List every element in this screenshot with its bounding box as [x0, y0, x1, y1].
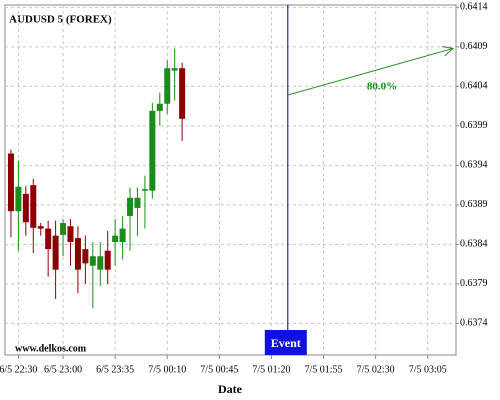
y-tick-label: 0.6399: [460, 120, 488, 131]
watermark: www.delkos.com: [15, 343, 87, 354]
candle-body: [171, 68, 178, 71]
candle-body: [104, 250, 111, 270]
candle-body: [134, 197, 141, 209]
x-axis-label: Date: [218, 382, 243, 396]
event-label: Event: [271, 336, 301, 350]
candle-body: [164, 68, 171, 104]
candle-body: [141, 189, 148, 191]
candle-body: [45, 228, 52, 250]
y-tick-label: 0.6374: [460, 318, 488, 329]
candle-body: [7, 153, 14, 212]
x-tick-label: 6/5 22:30: [0, 364, 37, 375]
x-tick-label: 6/5 23:35: [96, 364, 134, 375]
prediction-label: 80.0%: [367, 81, 397, 93]
x-tick-label: 7/5 03:05: [409, 364, 447, 375]
candle-body: [60, 223, 67, 235]
candle-body: [179, 68, 186, 119]
y-tick-label: 0.6409: [460, 41, 488, 52]
y-tick-label: 0.6379: [460, 278, 488, 289]
candle-body: [74, 238, 81, 270]
candle-body: [127, 197, 134, 216]
candle-body: [97, 256, 104, 270]
x-tick-label: 7/5 01:55: [304, 364, 342, 375]
event-box: [264, 330, 307, 355]
y-tick-label: 0.6404: [460, 81, 488, 92]
x-tick-label: 7/5 00:10: [148, 364, 186, 375]
candle-body: [37, 226, 44, 229]
candle-body: [67, 226, 74, 243]
y-tick-label: 0.6389: [460, 199, 488, 210]
y-tick-label: 0.6394: [460, 160, 488, 171]
candle-body: [30, 185, 37, 228]
candle-body: [149, 110, 156, 191]
prediction-arrow: [287, 47, 454, 96]
x-tick-label: 7/5 00:45: [200, 364, 238, 375]
y-tick-label: 0.6414: [460, 2, 488, 13]
candle-body: [52, 235, 59, 270]
arrow-head: [442, 46, 455, 57]
chart-title: AUDUSD 5 (FOREX): [9, 14, 112, 26]
x-tick-label: 7/5 02:30: [357, 364, 395, 375]
x-tick-label: 7/5 01:20: [252, 364, 290, 375]
x-tick-label: 6/5 23:00: [44, 364, 82, 375]
candle-body: [119, 228, 126, 243]
y-tick-label: 0.6384: [460, 239, 488, 250]
candle-body: [89, 256, 96, 266]
candle-body: [82, 249, 89, 264]
candle-body: [156, 103, 163, 111]
candle-body: [22, 193, 29, 223]
candle-body: [15, 186, 22, 212]
plot-frame: [4, 4, 457, 356]
candle-body: [112, 235, 119, 243]
